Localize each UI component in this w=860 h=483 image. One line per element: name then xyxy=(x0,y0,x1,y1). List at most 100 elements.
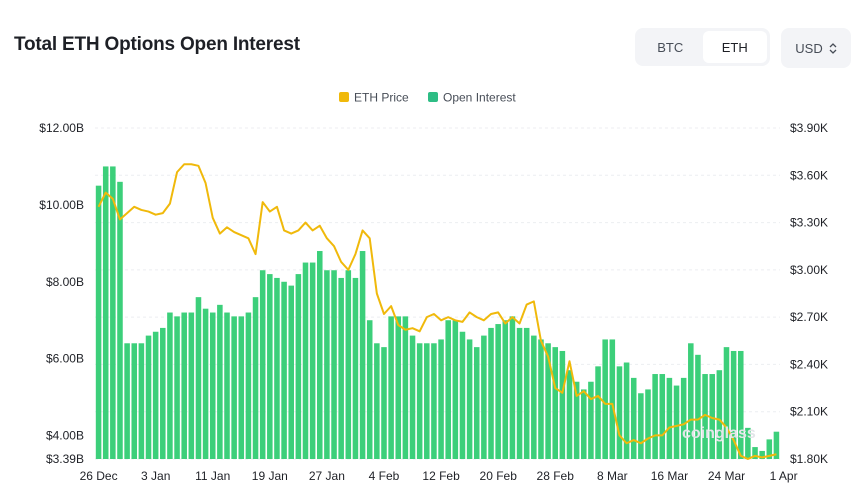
oi-bar[interactable] xyxy=(117,181,123,459)
oi-bar[interactable] xyxy=(581,389,587,459)
oi-bar[interactable] xyxy=(281,281,287,459)
oi-bar[interactable] xyxy=(188,312,195,459)
oi-bar[interactable] xyxy=(131,343,138,459)
oi-bar[interactable] xyxy=(309,262,316,459)
oi-bar[interactable] xyxy=(338,277,344,459)
oi-bar[interactable] xyxy=(416,343,423,459)
oi-bar[interactable] xyxy=(288,285,294,459)
oi-bar[interactable] xyxy=(688,343,694,459)
oi-bar[interactable] xyxy=(160,327,166,459)
oi-bar[interactable] xyxy=(752,447,758,459)
oi-bar[interactable] xyxy=(124,343,130,459)
oi-bar[interactable] xyxy=(295,274,302,459)
oi-bar[interactable] xyxy=(680,377,687,459)
oi-bar[interactable] xyxy=(666,377,673,459)
oi-bar[interactable] xyxy=(438,339,444,459)
oi-bar[interactable] xyxy=(630,377,637,459)
oi-bar[interactable] xyxy=(745,427,751,459)
currency-select[interactable]: USD xyxy=(781,28,851,68)
oi-bar[interactable] xyxy=(110,166,116,459)
btc-toggle-button[interactable]: BTC xyxy=(657,39,684,55)
oi-bar[interactable] xyxy=(702,374,708,459)
oi-bar[interactable] xyxy=(267,274,273,459)
oi-bar[interactable] xyxy=(181,312,187,459)
oi-bar[interactable] xyxy=(317,251,323,459)
oi-bar[interactable] xyxy=(609,339,616,459)
oi-bar[interactable] xyxy=(531,335,537,459)
oi-bar[interactable] xyxy=(359,251,366,459)
oi-bar[interactable] xyxy=(595,366,601,459)
oi-bar[interactable] xyxy=(716,370,723,459)
oi-bar[interactable] xyxy=(202,308,209,459)
oi-bar[interactable] xyxy=(466,339,473,459)
oi-bar[interactable] xyxy=(645,389,651,459)
oi-bar[interactable] xyxy=(431,343,437,459)
legend-label-price[interactable]: ETH Price xyxy=(354,91,409,105)
oi-bar[interactable] xyxy=(481,335,487,459)
oi-bar[interactable] xyxy=(766,439,773,459)
oi-bar[interactable] xyxy=(552,347,559,459)
oi-bar[interactable] xyxy=(559,350,566,459)
oi-bar[interactable] xyxy=(473,347,480,459)
oi-bar[interactable] xyxy=(424,343,430,459)
oi-bar[interactable] xyxy=(167,312,173,459)
oi-bar[interactable] xyxy=(773,431,780,459)
oi-bar[interactable] xyxy=(502,320,509,459)
oi-bar[interactable] xyxy=(638,393,644,459)
oi-bar[interactable] xyxy=(602,339,608,459)
oi-bar[interactable] xyxy=(652,374,658,459)
oi-bar[interactable] xyxy=(388,316,394,459)
oi-bar[interactable] xyxy=(452,320,459,459)
oi-bar[interactable] xyxy=(224,312,230,459)
oi-bar[interactable] xyxy=(737,350,744,459)
oi-bar[interactable] xyxy=(659,374,666,459)
oi-bar[interactable] xyxy=(231,316,237,459)
oi-bar[interactable] xyxy=(488,327,494,459)
oi-bar[interactable] xyxy=(352,277,359,459)
oi-bar[interactable] xyxy=(523,327,530,459)
oi-bar[interactable] xyxy=(174,316,180,459)
eth-toggle-button[interactable]: ETH xyxy=(702,31,767,63)
oi-bar[interactable] xyxy=(145,335,152,459)
oi-bar[interactable] xyxy=(374,343,380,459)
oi-bar[interactable] xyxy=(573,381,580,459)
oi-bar[interactable] xyxy=(566,370,573,459)
oi-bar[interactable] xyxy=(274,277,280,459)
oi-bar[interactable] xyxy=(709,374,715,459)
oi-bar[interactable] xyxy=(445,320,451,459)
oi-bar[interactable] xyxy=(252,297,259,459)
oi-bar[interactable] xyxy=(673,385,680,459)
oi-bar[interactable] xyxy=(381,347,387,459)
oi-bar[interactable] xyxy=(402,316,409,459)
oi-bar[interactable] xyxy=(509,316,516,459)
oi-bar[interactable] xyxy=(538,339,544,459)
oi-bar[interactable] xyxy=(723,347,730,459)
oi-bar[interactable] xyxy=(302,262,309,459)
oi-bar[interactable] xyxy=(259,270,266,459)
oi-bar[interactable] xyxy=(366,320,373,459)
oi-bar[interactable] xyxy=(102,166,109,459)
oi-bar[interactable] xyxy=(152,331,159,459)
oi-bar[interactable] xyxy=(345,270,352,459)
oi-bar[interactable] xyxy=(195,297,202,459)
oi-bar[interactable] xyxy=(245,312,252,459)
oi-bar[interactable] xyxy=(324,270,330,459)
oi-bar[interactable] xyxy=(209,312,216,459)
oi-bar[interactable] xyxy=(588,381,594,459)
oi-bar[interactable] xyxy=(331,270,337,459)
oi-bar[interactable] xyxy=(616,366,623,459)
legend-label-oi[interactable]: Open Interest xyxy=(443,91,516,105)
oi-bar[interactable] xyxy=(695,354,701,459)
oi-bar[interactable] xyxy=(95,185,102,460)
oi-bar[interactable] xyxy=(759,450,765,459)
oi-bar[interactable] xyxy=(395,316,402,459)
oi-bar[interactable] xyxy=(516,327,523,459)
oi-bar[interactable] xyxy=(730,350,737,459)
oi-bar[interactable] xyxy=(217,304,223,459)
oi-bar[interactable] xyxy=(409,335,416,459)
oi-bar[interactable] xyxy=(495,324,501,459)
oi-bar[interactable] xyxy=(238,316,245,459)
oi-bar[interactable] xyxy=(459,331,466,459)
oi-bar[interactable] xyxy=(138,343,145,459)
oi-bar[interactable] xyxy=(623,362,630,459)
